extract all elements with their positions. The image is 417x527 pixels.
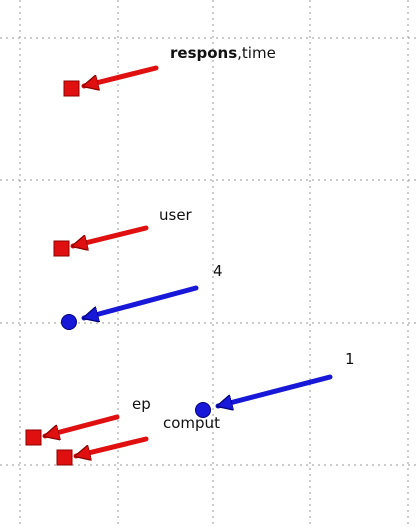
four-arrow — [84, 285, 199, 318]
red-square-markers — [25, 80, 80, 466]
respons-label-bold: respons — [170, 44, 237, 62]
blue-arrows — [84, 285, 333, 406]
time-label-rest: ,time — [237, 44, 276, 62]
blue-circle-markers — [61, 314, 211, 418]
four-label: 4 — [213, 262, 223, 280]
four-circle — [61, 314, 77, 330]
comput-arrow — [76, 436, 149, 456]
red-arrows — [45, 65, 159, 456]
user-label: user — [159, 206, 193, 224]
one-circle — [195, 402, 211, 418]
user-arrow — [73, 225, 149, 246]
one-label: 1 — [345, 350, 355, 368]
respons-time-square — [63, 80, 80, 97]
respons-time-label: respons,time — [170, 44, 276, 62]
ep-label: ep — [132, 395, 151, 413]
comput-label: comput — [163, 414, 220, 432]
comput-square — [56, 449, 73, 466]
user-square — [53, 240, 70, 257]
respons-time-arrow — [84, 65, 159, 86]
ep-arrow — [45, 414, 120, 436]
ep-square — [25, 429, 42, 446]
one-arrow — [218, 374, 333, 406]
